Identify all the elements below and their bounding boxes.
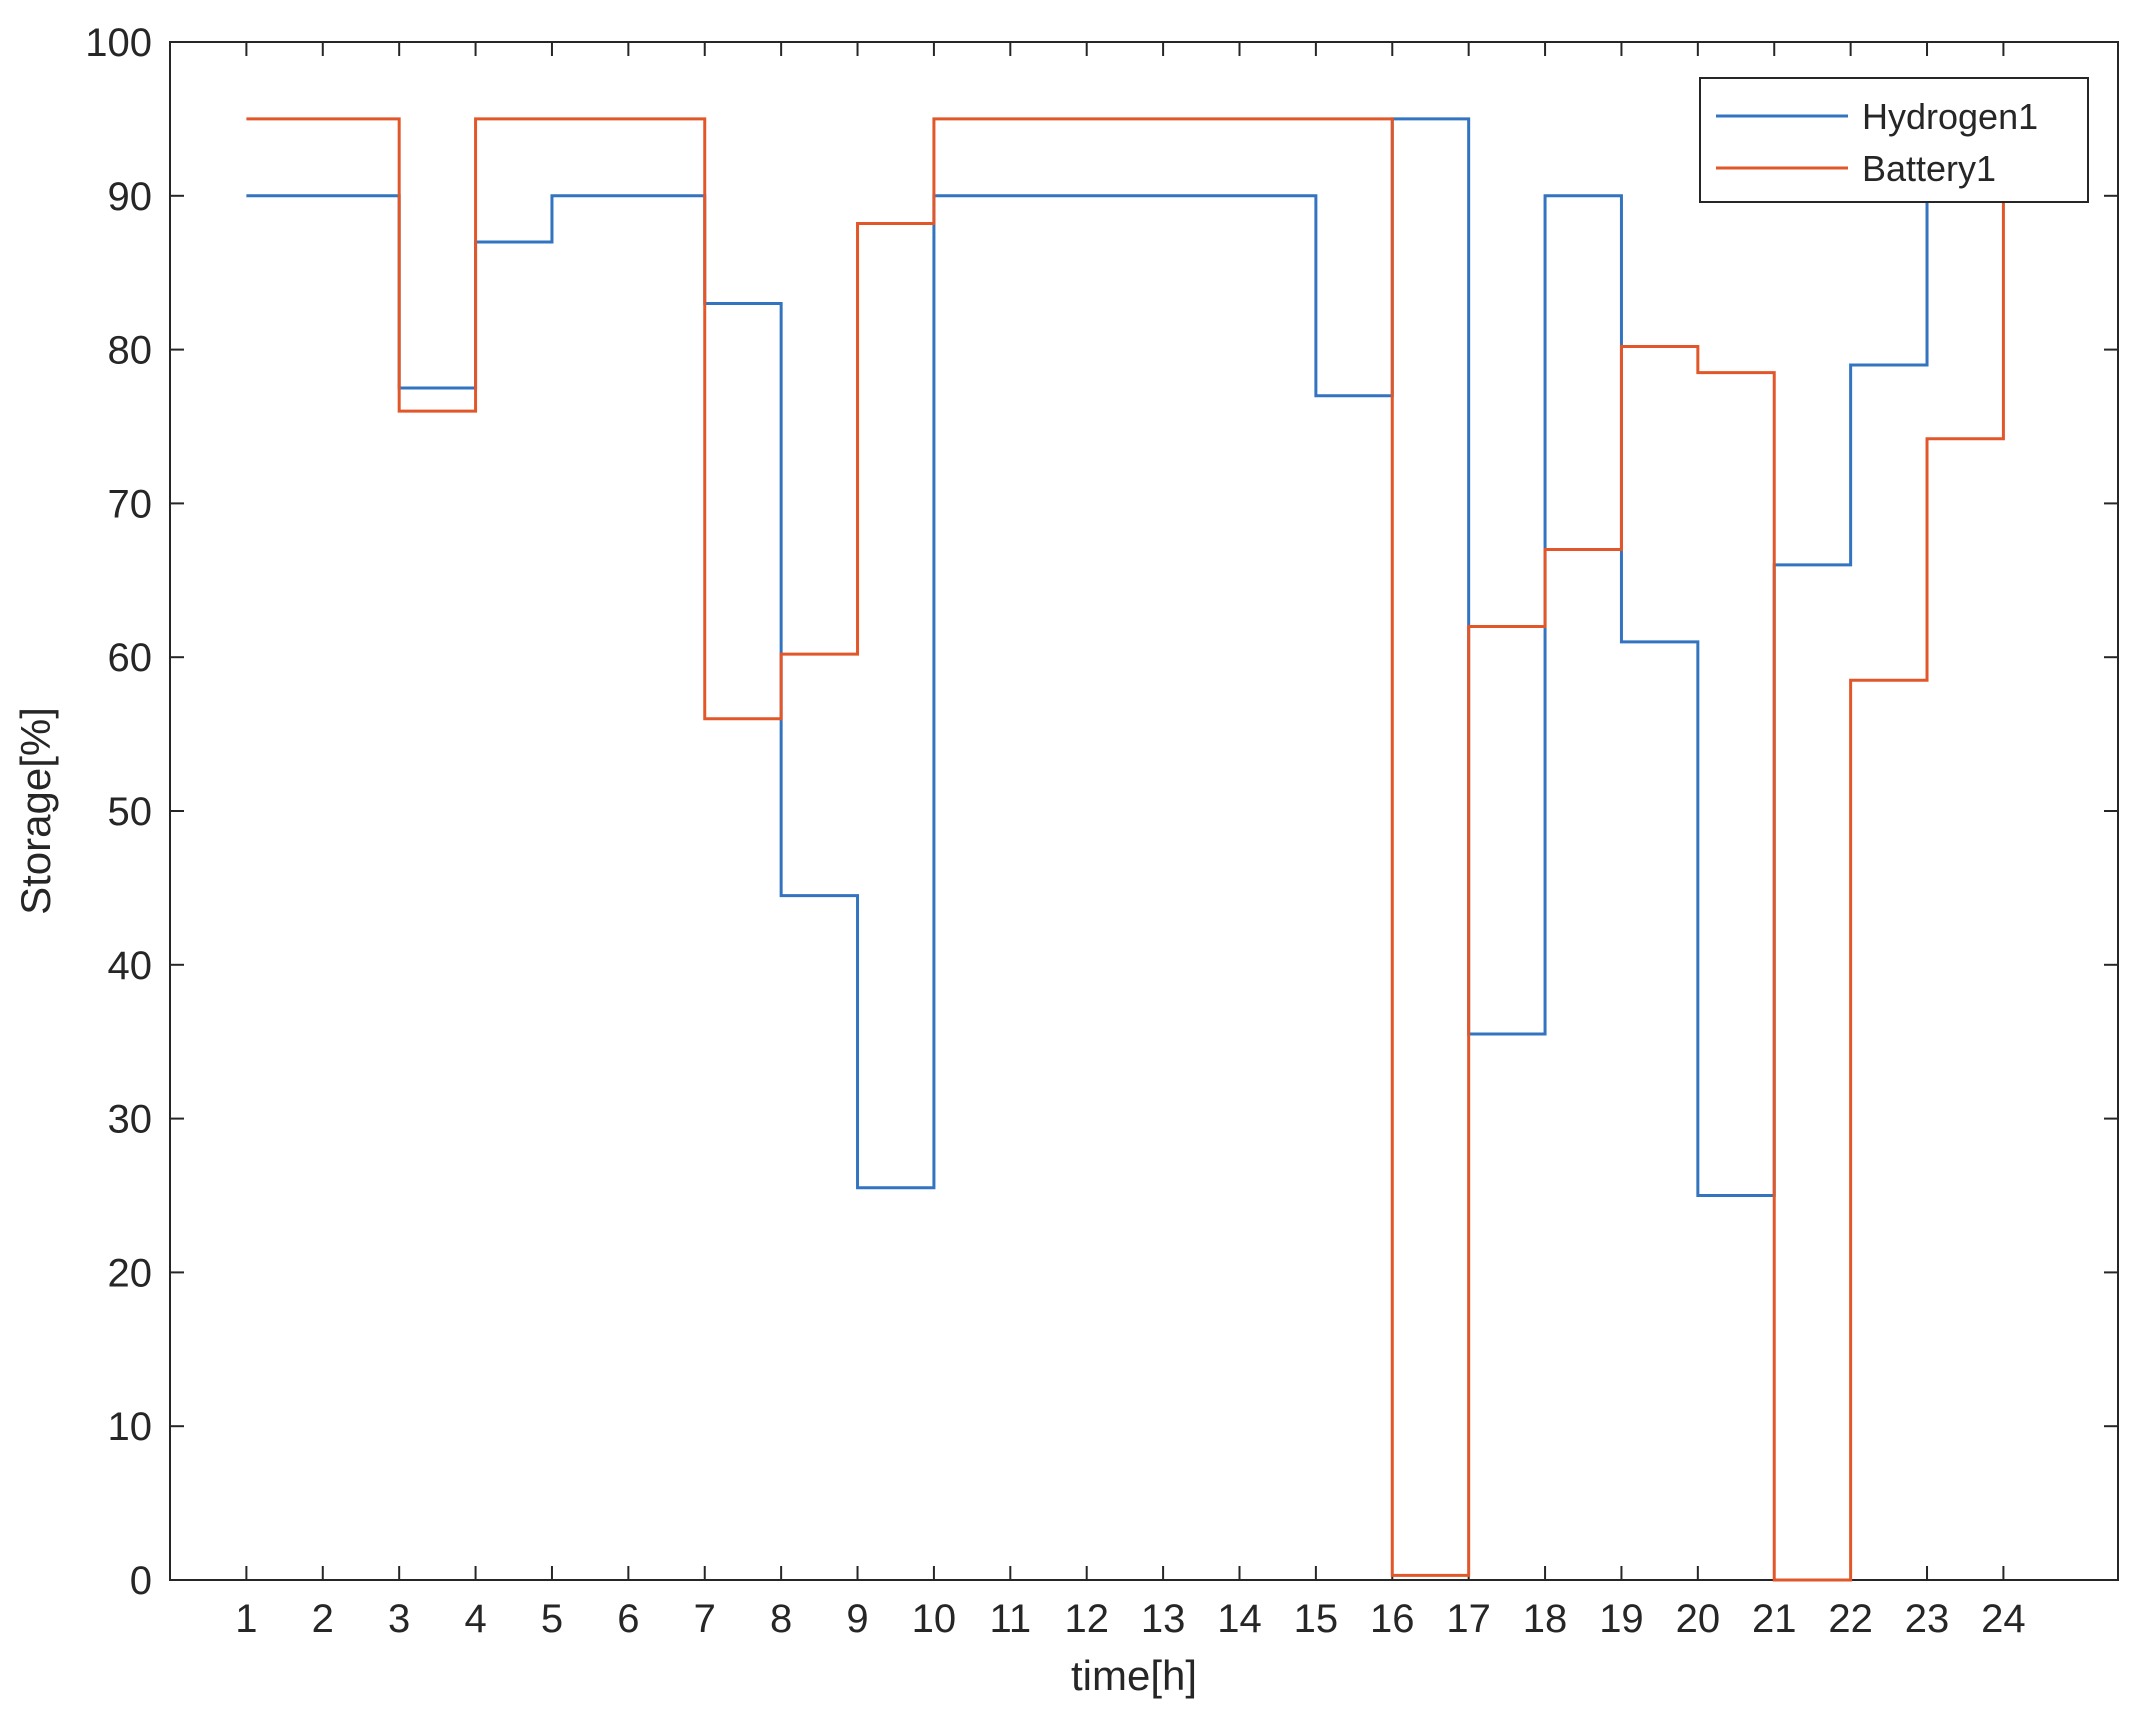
x-tick-label: 16 <box>1370 1597 1415 1641</box>
legend-label-battery1: Battery1 <box>1862 148 1996 189</box>
x-tick-label: 23 <box>1905 1597 1950 1641</box>
x-tick-label: 19 <box>1599 1597 1644 1641</box>
y-tick-label: 30 <box>108 1098 153 1142</box>
x-tick-label: 5 <box>541 1597 563 1641</box>
x-tick-label: 13 <box>1141 1597 1186 1641</box>
y-tick-label: 90 <box>108 175 153 219</box>
y-tick-label: 80 <box>108 329 153 373</box>
y-tick-label: 0 <box>130 1559 152 1603</box>
plot-area <box>170 42 2118 1580</box>
x-tick-label: 3 <box>388 1597 410 1641</box>
y-tick-label: 60 <box>108 636 153 680</box>
x-tick-label: 6 <box>617 1597 639 1641</box>
x-tick-label: 7 <box>694 1597 716 1641</box>
x-tick-label: 10 <box>912 1597 957 1641</box>
y-tick-label: 20 <box>108 1251 153 1295</box>
x-tick-label: 22 <box>1828 1597 1873 1641</box>
x-tick-label: 18 <box>1523 1597 1568 1641</box>
legend-label-hydrogen1: Hydrogen1 <box>1862 96 2038 137</box>
x-tick-label: 20 <box>1676 1597 1721 1641</box>
x-tick-label: 24 <box>1981 1597 2026 1641</box>
x-tick-label: 9 <box>846 1597 868 1641</box>
x-tick-label: 21 <box>1752 1597 1797 1641</box>
x-tick-label: 14 <box>1217 1597 1262 1641</box>
y-tick-label: 100 <box>85 21 152 65</box>
x-tick-label: 11 <box>990 1597 1032 1641</box>
x-tick-label: 8 <box>770 1597 792 1641</box>
y-tick-label: 70 <box>108 482 153 526</box>
x-tick-label: 4 <box>464 1597 486 1641</box>
x-tick-label: 15 <box>1294 1597 1339 1641</box>
x-axis-title: time[h] <box>1071 1652 1197 1699</box>
y-tick-label: 10 <box>108 1405 153 1449</box>
y-tick-label: 40 <box>108 944 153 988</box>
x-tick-label: 12 <box>1064 1597 1109 1641</box>
legend: Hydrogen1 Battery1 <box>1700 78 2088 202</box>
x-tick-label: 17 <box>1446 1597 1491 1641</box>
x-tick-label: 2 <box>312 1597 334 1641</box>
y-axis-title: Storage[%] <box>12 707 59 915</box>
y-tick-label: 50 <box>108 790 153 834</box>
x-tick-label: 1 <box>235 1597 257 1641</box>
